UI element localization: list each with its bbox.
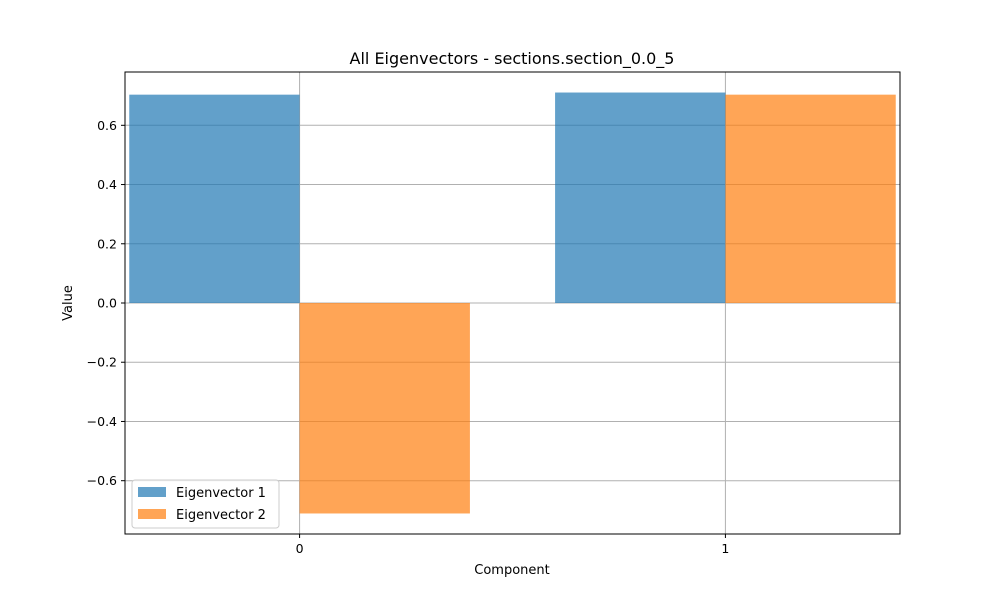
legend-label-eigenvector-1: Eigenvector 1 [176, 486, 266, 501]
x-axis-label: Component [474, 563, 549, 578]
legend-label-eigenvector-2: Eigenvector 2 [176, 508, 266, 523]
legend-frame [131, 479, 280, 529]
y-tick-label: −0.2 [87, 355, 117, 370]
y-tick-label: 0.6 [97, 118, 117, 133]
x-tick-label: 1 [721, 541, 729, 556]
bar-series-2-component-0 [299, 303, 470, 514]
y-tick-label: 0.2 [97, 236, 117, 251]
chart-title: All Eigenvectors - sections.section_0.0_… [350, 49, 675, 69]
bar-series-1-component-1 [555, 92, 726, 303]
bar-series-1-component-0 [129, 94, 300, 304]
bar-series-2-component-1 [725, 94, 896, 304]
legend-swatch-eigenvector-2 [138, 509, 166, 519]
bars [129, 92, 896, 514]
x-tick-label: 0 [296, 541, 304, 556]
y-ticks: −0.6 −0.4 −0.2 0.0 0.2 0.4 0.6 [87, 118, 125, 488]
legend-swatch-eigenvector-1 [138, 487, 166, 497]
y-tick-label: 0.4 [97, 177, 117, 192]
y-tick-label: −0.4 [87, 414, 117, 429]
y-axis-label: Value [61, 285, 76, 321]
y-tick-label: −0.6 [87, 473, 117, 488]
legend: Eigenvector 1 Eigenvector 2 [131, 479, 280, 529]
y-tick-label: 0.0 [97, 296, 117, 311]
